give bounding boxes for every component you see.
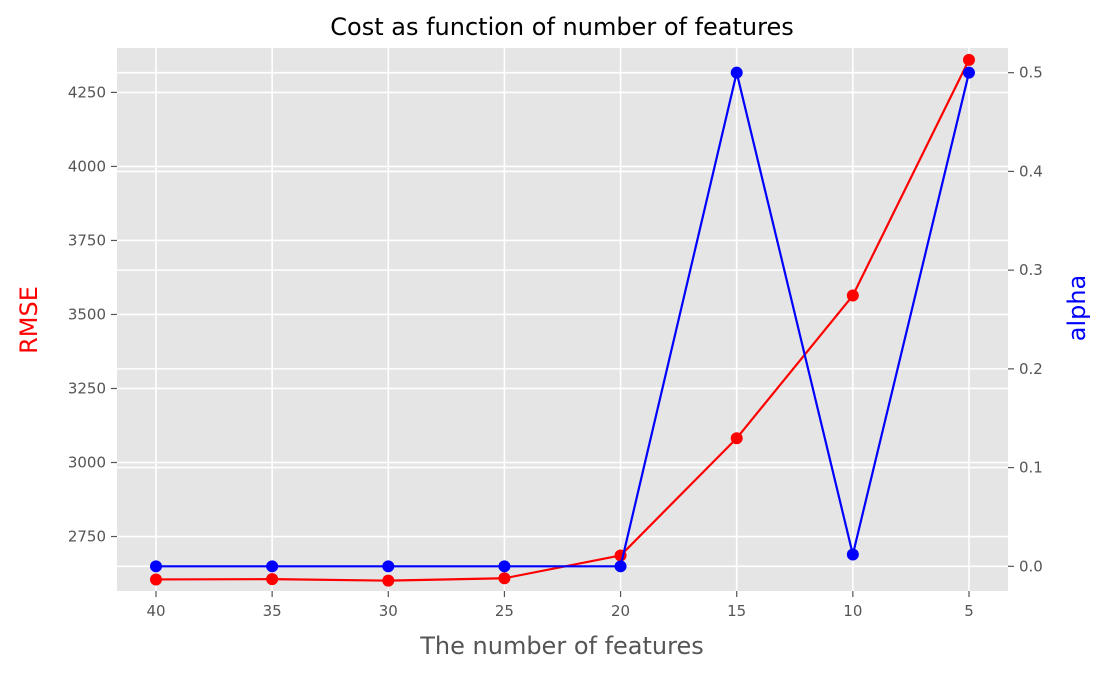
series-line [156, 71, 971, 568]
x-tick-label: 35 [263, 602, 282, 620]
data-point [614, 560, 627, 573]
y-left-tick-label: 3500 [68, 305, 106, 323]
y-right-tick-label: 0.3 [1019, 261, 1043, 279]
data-point [846, 289, 859, 302]
y-right-tick-label: 0.4 [1019, 162, 1043, 180]
x-tick-label: 40 [146, 602, 165, 620]
y-right-tick-label: 0.0 [1019, 557, 1043, 575]
data-point [266, 573, 279, 586]
data-point [962, 53, 975, 66]
data-point [382, 560, 395, 573]
y-right-tick-label: 0.1 [1019, 459, 1043, 477]
data-point [150, 560, 162, 573]
series-layer [150, 53, 975, 587]
y-right-tick-label: 0.5 [1019, 64, 1043, 82]
x-tick-label: 30 [379, 602, 398, 620]
plot-background [117, 48, 1008, 591]
y-left-axis-ticks: 2750 3000 3250 3500 3750 4000 4250 [68, 83, 117, 546]
x-tick-label: 15 [727, 602, 746, 620]
data-point [498, 572, 511, 585]
x-axis-label: The number of features [419, 632, 703, 660]
y-left-tick-label: 2750 [68, 528, 106, 546]
y-left-tick-label: 3000 [68, 454, 106, 472]
chart-title: Cost as function of number of features [330, 13, 793, 41]
data-point [730, 432, 743, 445]
data-point [498, 560, 511, 573]
x-tick-label: 10 [843, 602, 862, 620]
y-left-tick-label: 3250 [68, 379, 106, 397]
data-point [846, 548, 859, 561]
grid [117, 48, 1008, 591]
y-left-tick-label: 3750 [68, 231, 106, 249]
y-left-tick-label: 4250 [68, 83, 106, 101]
data-point [962, 66, 975, 79]
x-axis-ticks: 40 35 30 25 20 15 10 5 [146, 591, 974, 620]
y-left-axis-label: RMSE [15, 286, 43, 354]
data-point [730, 66, 743, 79]
x-tick-label: 20 [611, 602, 630, 620]
y-right-axis-ticks: 0.0 0.1 0.2 0.3 0.4 0.5 [1008, 64, 1043, 575]
x-tick-label: 25 [495, 602, 514, 620]
x-tick-label: 5 [964, 602, 974, 620]
series-alpha [150, 66, 975, 573]
y-left-tick-label: 4000 [68, 157, 106, 175]
data-point [382, 574, 395, 587]
y-right-tick-label: 0.2 [1019, 360, 1043, 378]
y-right-axis-label: alpha [1063, 275, 1091, 342]
data-point [150, 573, 162, 586]
data-point [266, 560, 279, 573]
